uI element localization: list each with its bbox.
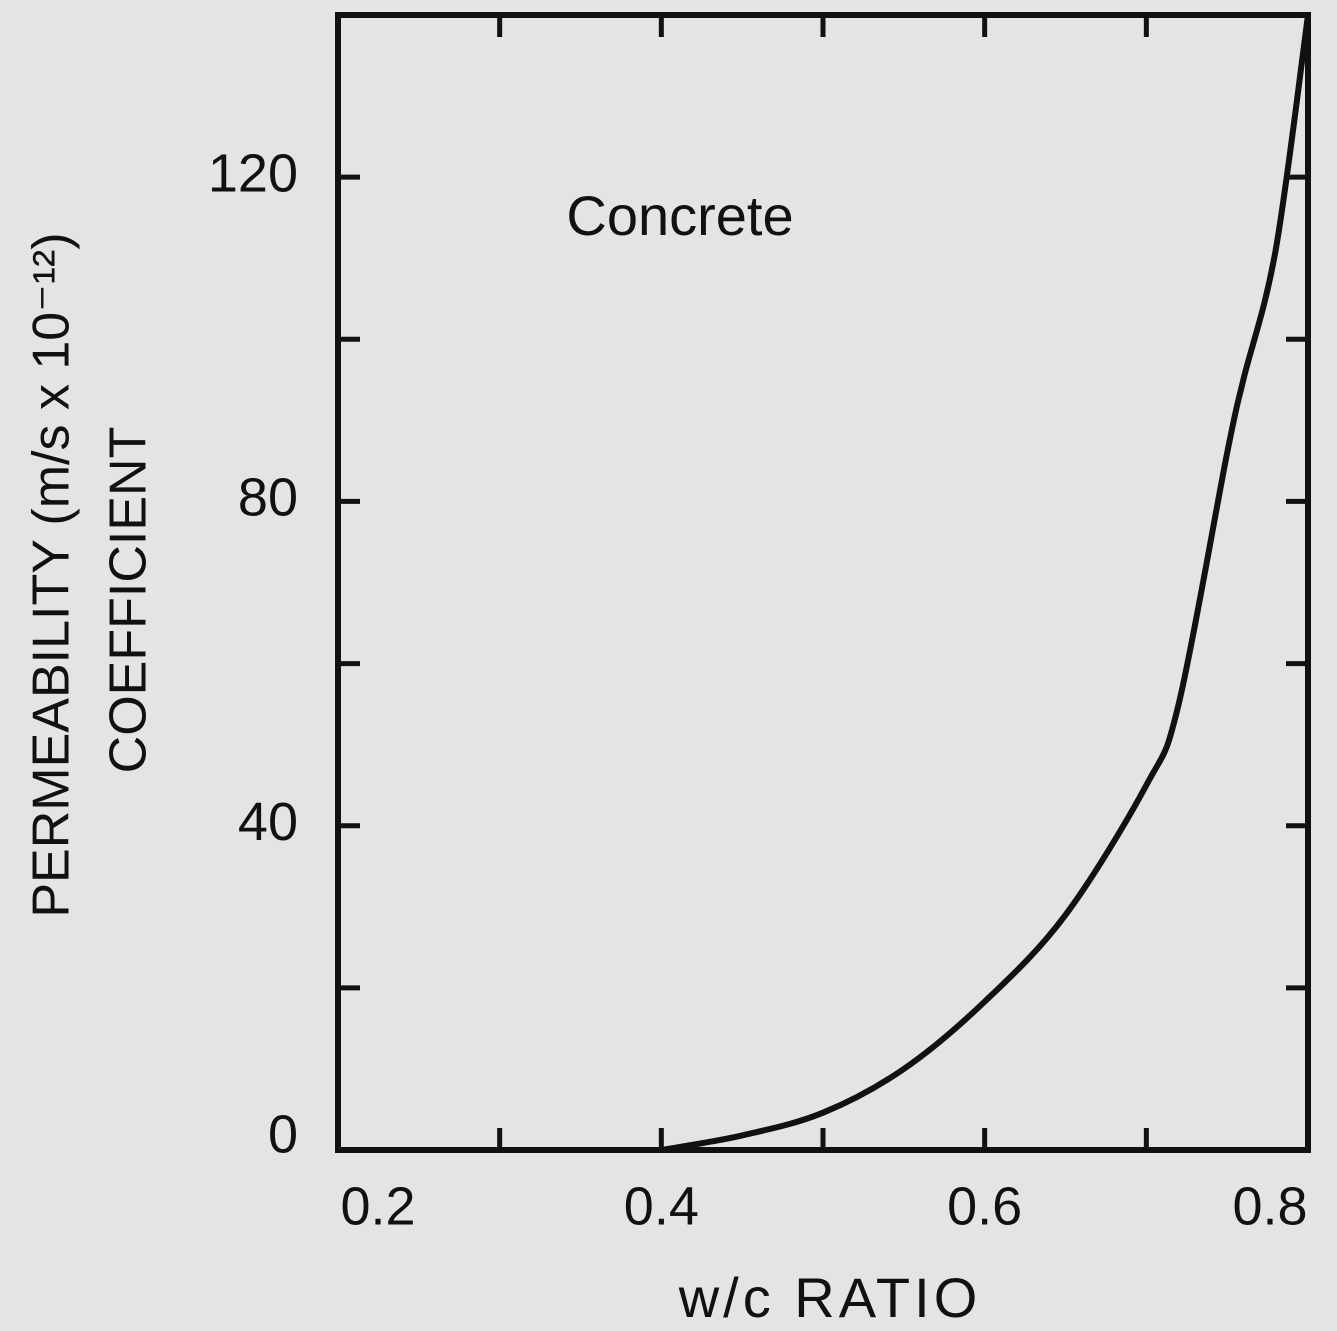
- y-axis-label: PERMEABILITY (m/s x 10⁻¹²): [23, 232, 81, 917]
- plot-frame: [335, 12, 1311, 1153]
- y-axis-label: COEFFICIENT: [100, 427, 158, 774]
- y-tick-label: 120: [208, 143, 298, 203]
- x-tick-label: 0.4: [624, 1176, 699, 1236]
- y-tick-label: 80: [238, 468, 298, 528]
- x-tick-label: 0.2: [340, 1176, 415, 1236]
- y-tick-label: 0: [268, 1104, 298, 1164]
- x-tick-label: 0.6: [947, 1176, 1022, 1236]
- curve: [660, 14, 1311, 1153]
- y-tick-label: 40: [238, 792, 298, 852]
- x-tick-label: 0.8: [1232, 1176, 1307, 1236]
- x-axis-label: w/c RATIO: [678, 1266, 982, 1329]
- annotation: Concrete: [566, 184, 793, 247]
